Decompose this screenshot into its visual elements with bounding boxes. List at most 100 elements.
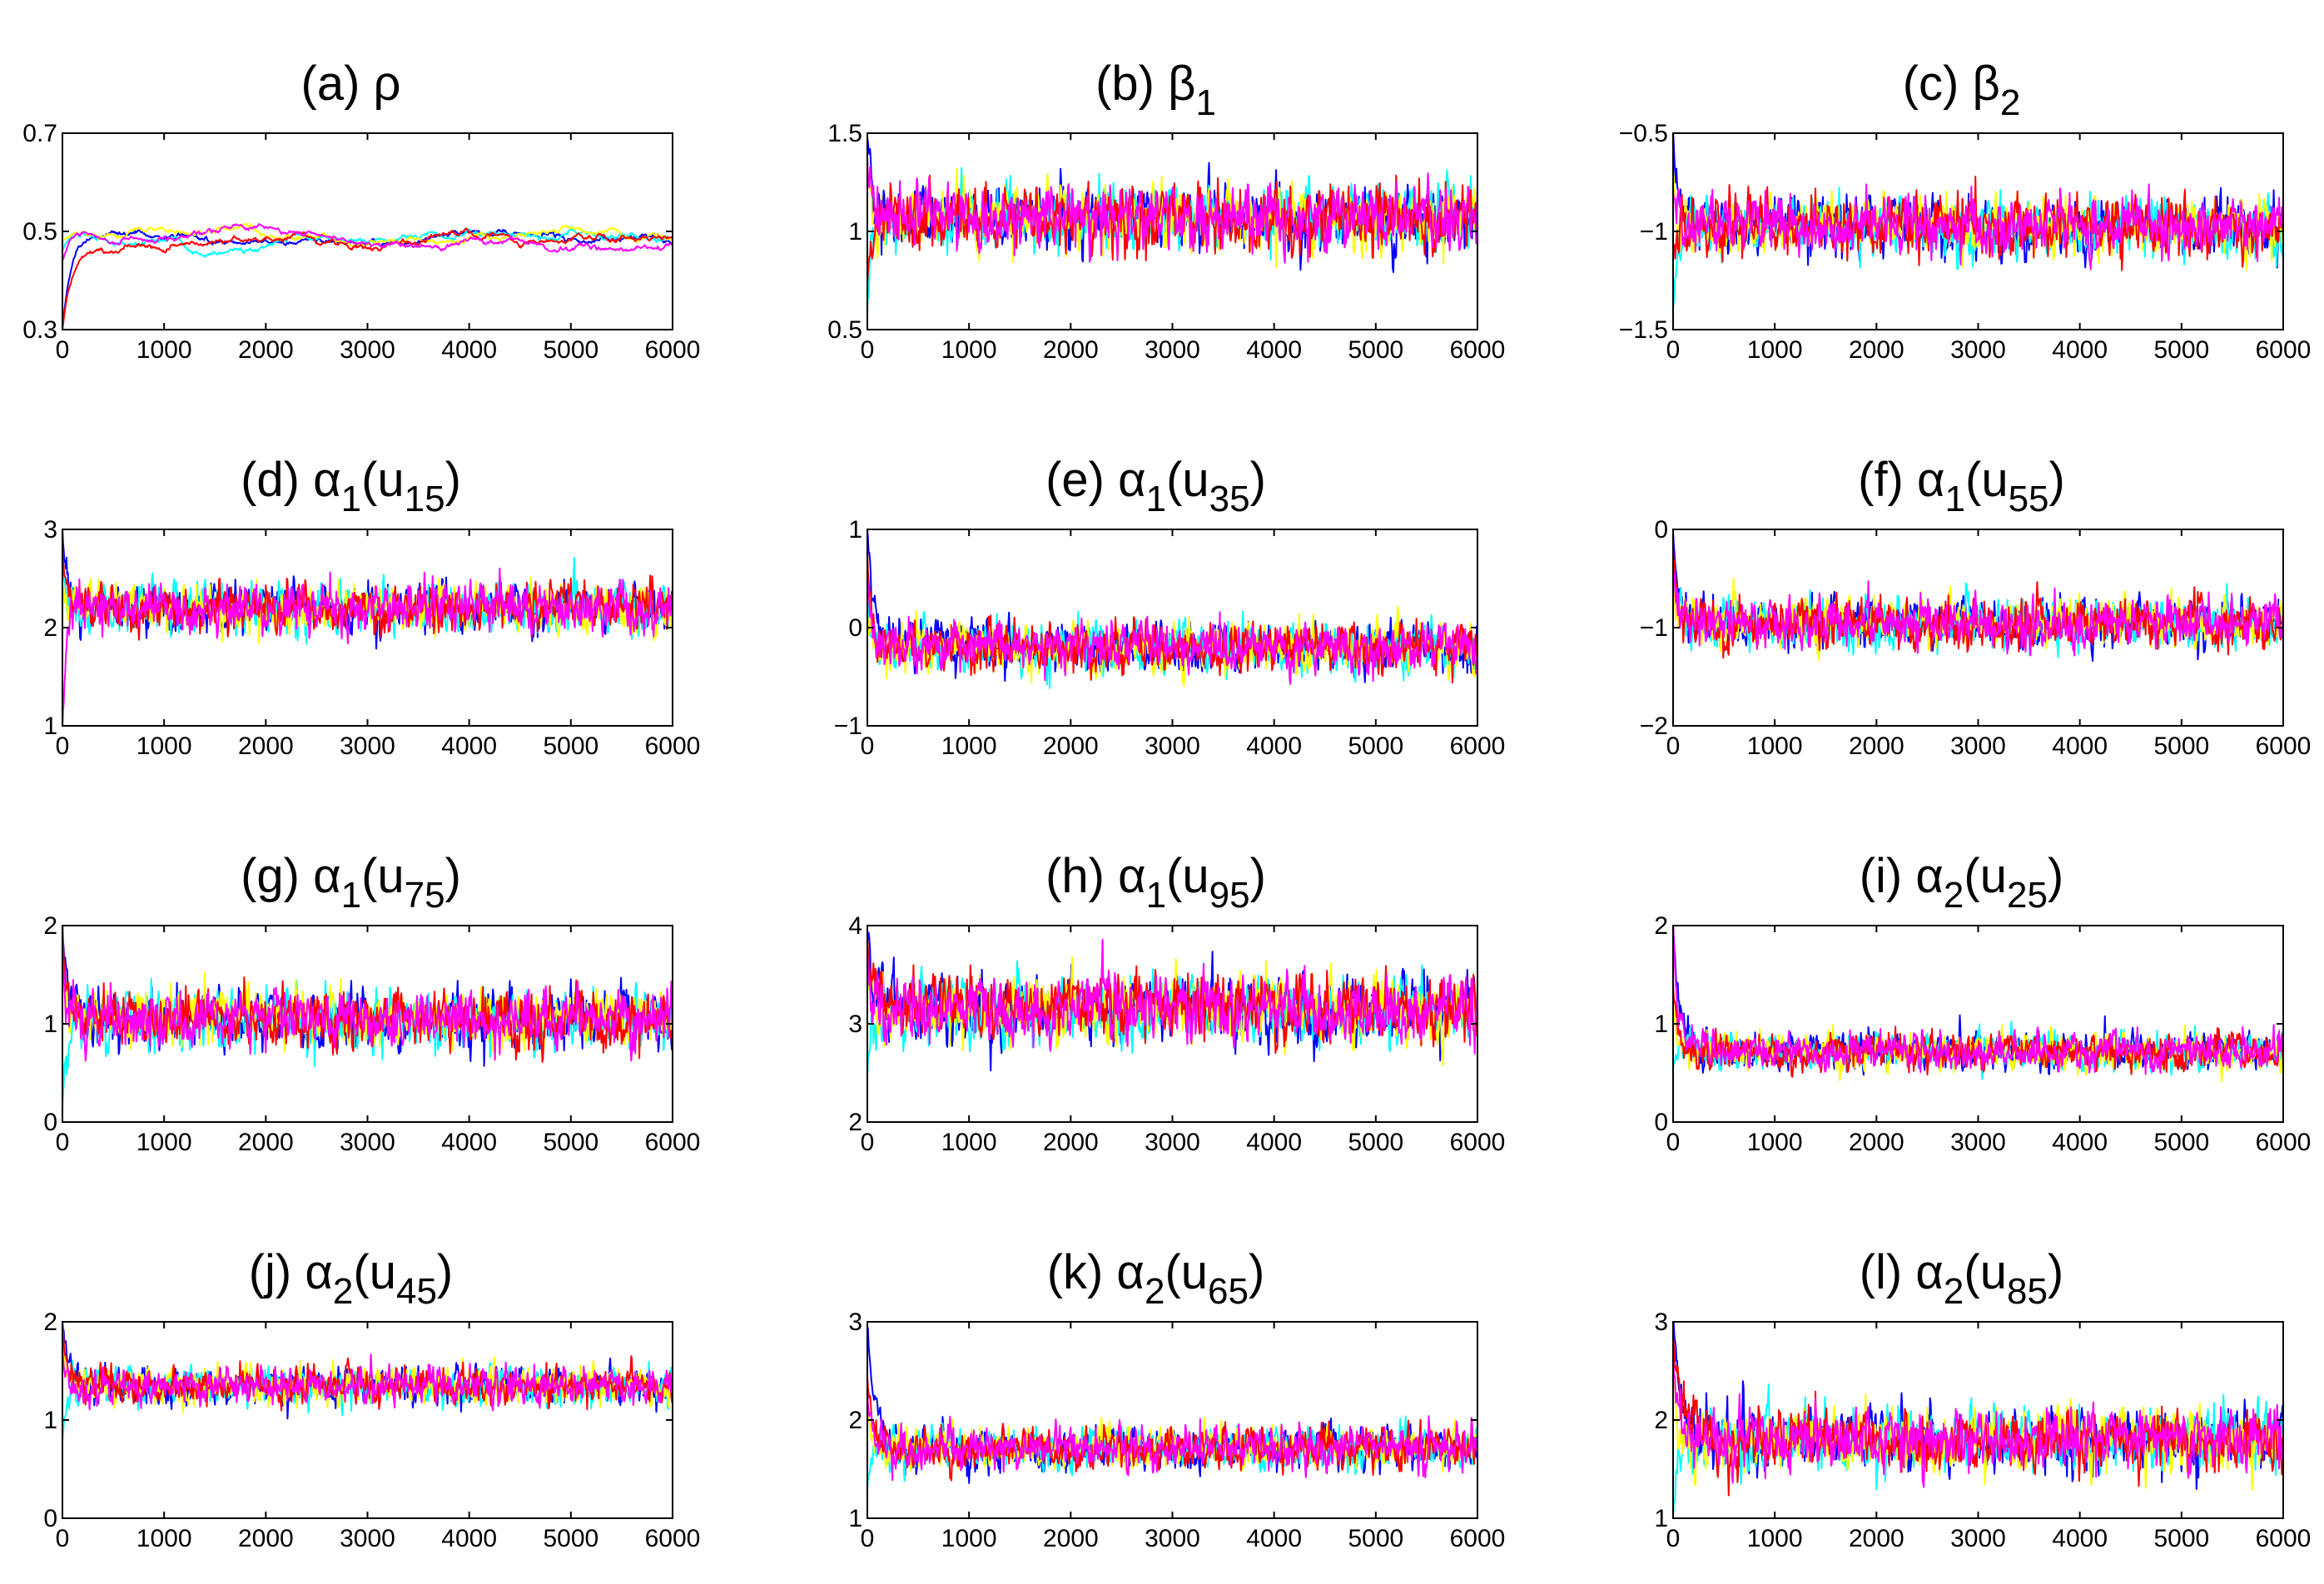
x-tick-label: 1000	[1747, 1525, 1803, 1552]
trace-line-chain-5	[62, 223, 673, 262]
y-tick-label: −1	[1640, 614, 1668, 642]
y-tick-label: −0.5	[1619, 120, 1668, 147]
x-tick-label: 5000	[543, 336, 598, 364]
trace-panel: 0 1000 2000 3000 4000 5000 6000 0.3 0.5 0.7 (a) ρ	[22, 57, 700, 364]
x-tick-label: 0	[1666, 732, 1681, 760]
panel-title: (a) ρ	[301, 57, 401, 111]
x-tick-label: 1000	[137, 336, 192, 364]
x-tick-label: 6000	[2256, 1129, 2312, 1156]
trace-lines	[1673, 926, 2283, 1083]
x-tick-label: 0	[56, 1129, 70, 1156]
panel-title: (k) α2(u65)	[1047, 1245, 1265, 1312]
y-tick-label: 0	[1654, 516, 1668, 544]
x-tick-label: 6000	[1450, 1129, 1506, 1156]
x-tick-label: 4000	[2052, 732, 2108, 760]
x-tick-label: 1000	[941, 1129, 997, 1156]
axes-frame	[62, 1321, 673, 1519]
trace-line-chain-4	[867, 547, 1477, 683]
panel-title: (j) α2(u45)	[249, 1245, 454, 1312]
panel-title-subscript: 85	[2007, 1271, 2048, 1312]
y-tick-label: 1.5	[827, 120, 862, 147]
trace-lines	[867, 529, 1477, 689]
x-tick-label: 2000	[1849, 1525, 1904, 1552]
x-tick-label: 6000	[2256, 1525, 2312, 1552]
x-tick-label: 0	[56, 1525, 70, 1552]
x-tick-label: 1000	[941, 336, 997, 364]
y-tick-label: −1	[1640, 218, 1668, 246]
trace-line-chain-5	[1673, 926, 2283, 1075]
x-tick-label: 6000	[645, 732, 701, 760]
panel-title-subscript: 1	[1146, 875, 1166, 916]
y-tick-label: 0	[1654, 1109, 1668, 1136]
x-tick-label: 3000	[1950, 1525, 2006, 1552]
y-tick-label: −1.5	[1619, 316, 1668, 344]
y-tick-label: −2	[1640, 713, 1668, 740]
y-tick-label: 3	[848, 1308, 862, 1336]
y-tick-label: 1	[848, 516, 862, 544]
trace-lines	[1673, 530, 2283, 663]
x-tick-label: 4000	[441, 732, 497, 760]
x-tick-label: 4000	[1246, 732, 1302, 760]
x-tick-label: 3000	[1145, 1525, 1200, 1552]
panel-title-part: (l) α	[1860, 1245, 1944, 1299]
trace-lines	[62, 926, 673, 1110]
x-tick-label: 4000	[2052, 336, 2108, 364]
panel-title-part: (u	[361, 453, 405, 507]
panel-title: (h) α1(u95)	[1045, 849, 1266, 916]
trace-line-chain-5	[1673, 568, 2283, 657]
trace-lines	[62, 222, 673, 330]
y-tick-label: 2	[43, 614, 57, 642]
x-tick-label: 1000	[1747, 732, 1803, 760]
panel-title-part: (f) α	[1858, 453, 1944, 507]
panel-title-part: (u	[1164, 1245, 1208, 1299]
y-tick-label: 0.3	[22, 316, 57, 344]
panel-title-subscript: 1	[1195, 82, 1215, 123]
trace-line-chain-5	[867, 1392, 1477, 1482]
x-tick-label: 5000	[543, 732, 598, 760]
x-tick-label: 5000	[543, 1525, 598, 1552]
panel-title-part: (k) α	[1047, 1245, 1145, 1299]
panel-title-part: (d) α	[241, 453, 341, 507]
x-tick-label: 2000	[1043, 732, 1099, 760]
x-tick-label: 6000	[645, 1129, 701, 1156]
x-tick-label: 1000	[941, 732, 997, 760]
trace-lines	[62, 529, 673, 726]
y-tick-label: 0	[43, 1109, 57, 1136]
trace-lines	[867, 929, 1477, 1077]
x-tick-label: 2000	[1849, 336, 1904, 364]
x-tick-label: 0	[861, 732, 875, 760]
x-tick-label: 1000	[1747, 1129, 1803, 1156]
panel-title-part: (u	[353, 1245, 396, 1299]
panel-title-part: (u	[1964, 1245, 2007, 1299]
x-tick-label: 5000	[1348, 732, 1403, 760]
panel-title-part: (u	[1166, 849, 1209, 903]
panel-title-subscript: 2	[1944, 875, 1964, 916]
x-tick-label: 3000	[1145, 336, 1200, 364]
trace-panel: 0 1000 2000 3000 4000 5000 6000 −2 −1 0 (f) α1(u55…	[1640, 453, 2312, 760]
x-tick-label: 1000	[1747, 336, 1803, 364]
x-tick-label: 1000	[137, 1129, 192, 1156]
y-tick-label: 3	[43, 516, 57, 544]
trace-line-chain-5	[62, 1350, 673, 1412]
trace-lines	[62, 1322, 673, 1442]
x-tick-label: 4000	[1246, 336, 1302, 364]
x-tick-label: 1000	[137, 1525, 192, 1552]
x-tick-label: 3000	[340, 732, 395, 760]
x-tick-label: 3000	[1950, 336, 2006, 364]
panel-title-part: )	[1250, 453, 1266, 507]
x-tick-label: 6000	[1450, 336, 1506, 364]
panel-title: (g) α1(u75)	[241, 849, 461, 916]
panel-title-subscript: 2	[1145, 1271, 1164, 1312]
panel-title-part: )	[437, 1245, 453, 1299]
x-tick-label: 4000	[2052, 1129, 2108, 1156]
x-tick-label: 5000	[1348, 1129, 1403, 1156]
trace-line-chain-5	[1673, 183, 2283, 271]
y-tick-label: −1	[834, 713, 862, 740]
panel-title: (i) α2(u25)	[1860, 849, 2064, 916]
